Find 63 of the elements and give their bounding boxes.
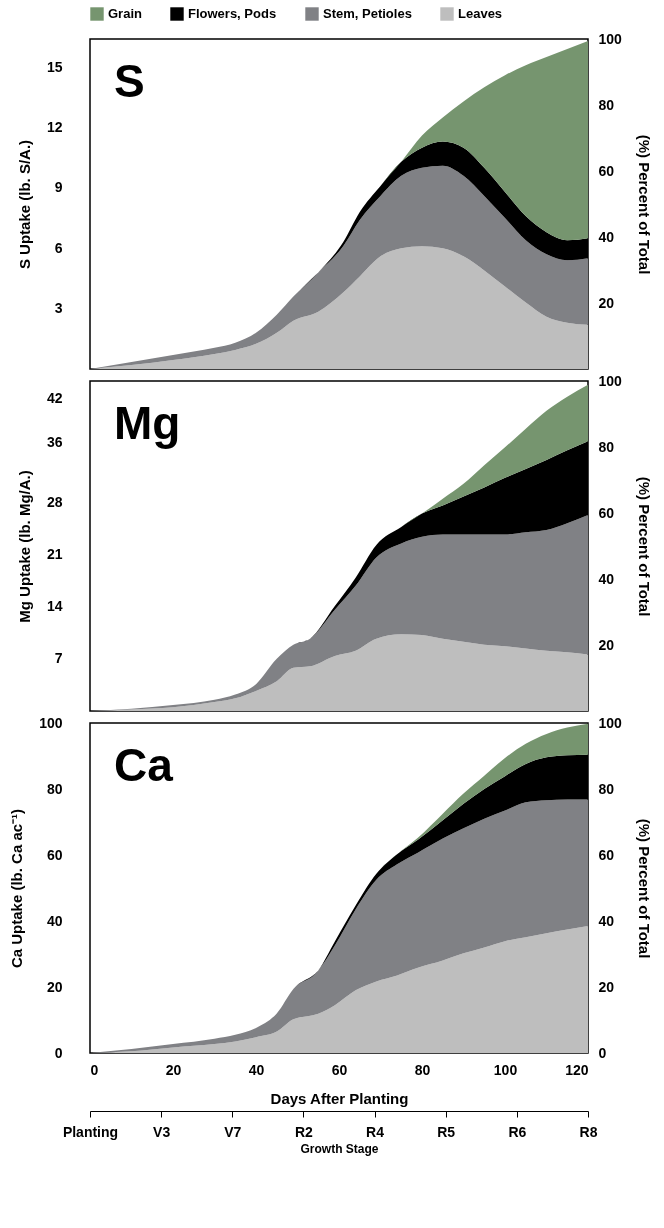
y2-tick-label: 20	[598, 294, 615, 311]
category-label: R4	[366, 1123, 385, 1140]
y2-tick-label: 20	[598, 636, 615, 653]
legend-label: Flowers, Pods	[188, 6, 277, 21]
y2-tick-label: 100	[598, 372, 623, 389]
chart-title: Ca	[114, 739, 174, 791]
y2-axis-title: (%) Percent of Total	[635, 134, 653, 275]
category-label: R2	[294, 1123, 314, 1140]
y2-tick-label: 20	[598, 978, 615, 995]
y-tick-label: 9	[54, 179, 63, 196]
category-label: Planting	[62, 1123, 119, 1140]
y-tick-label: 12	[46, 119, 63, 136]
y-tick-label: 28	[46, 493, 63, 510]
text: Growth Stage	[300, 1141, 379, 1156]
y-tick-label: 15	[46, 58, 63, 75]
x-tick-label: 0	[90, 1061, 99, 1078]
x-tick-label: 20	[165, 1061, 182, 1078]
x-tick-label: 120	[565, 1061, 589, 1078]
y2-tick-label: 60	[598, 162, 615, 179]
y-axis-title: Mg Uptake (lb. Mg/A.)	[15, 470, 33, 623]
y-tick-label: 7	[54, 650, 63, 667]
x-tick-label: 60	[331, 1061, 348, 1078]
y2-tick-label: 40	[598, 570, 615, 587]
category-label: R5	[437, 1123, 456, 1140]
y-axis-title: S Uptake (lb. S/A.)	[15, 139, 33, 270]
y2-tick-label: 0	[598, 1044, 607, 1061]
x-tick-label: 80	[414, 1061, 431, 1078]
y2-tick-label: 40	[598, 912, 615, 929]
y2-tick-label: 40	[598, 228, 615, 245]
legend-label: Grain	[108, 6, 143, 21]
y-tick-label: 40	[46, 912, 63, 929]
legend-label: Stem, Petioles	[323, 6, 412, 21]
y-tick-label: 21	[46, 546, 63, 563]
chart-title: Mg	[114, 397, 181, 449]
x-axis-title: Days After Planting	[270, 1089, 409, 1107]
y2-tick-label: 80	[598, 96, 615, 113]
y2-tick-label: 80	[598, 438, 615, 455]
x-tick-label: 40	[248, 1061, 265, 1078]
y2-tick-label: 100	[598, 714, 623, 731]
legend-label: Leaves	[458, 6, 503, 21]
y-tick-label: 6	[54, 239, 63, 256]
y2-tick-label: 100	[598, 30, 623, 47]
y-axis-title: Ca Uptake (lb. Ca ac⁻¹)	[8, 808, 26, 969]
y-tick-label: 42	[46, 389, 63, 406]
y-tick-label: 0	[54, 1044, 63, 1061]
y-tick-label: 100	[39, 714, 63, 731]
y2-axis-title: (%) Percent of Total	[635, 476, 653, 617]
x-tick-label: 100	[493, 1061, 518, 1078]
y-tick-label: 20	[46, 978, 63, 995]
y-tick-label: 60	[46, 846, 63, 863]
y2-tick-label: 60	[598, 846, 615, 863]
y-tick-label: 80	[46, 780, 63, 797]
category-label: V7	[224, 1123, 242, 1140]
y2-tick-label: 60	[598, 504, 615, 521]
y-tick-label: 36	[46, 434, 63, 451]
y2-tick-label: 80	[598, 780, 615, 797]
y2-axis-title: (%) Percent of Total	[635, 818, 653, 959]
y-tick-label: 3	[54, 300, 63, 317]
chart-title: S	[114, 55, 145, 107]
category-label: R6	[508, 1123, 527, 1140]
category-label: V3	[153, 1123, 171, 1140]
y-tick-label: 14	[46, 598, 63, 615]
category-label: R8	[579, 1123, 598, 1140]
